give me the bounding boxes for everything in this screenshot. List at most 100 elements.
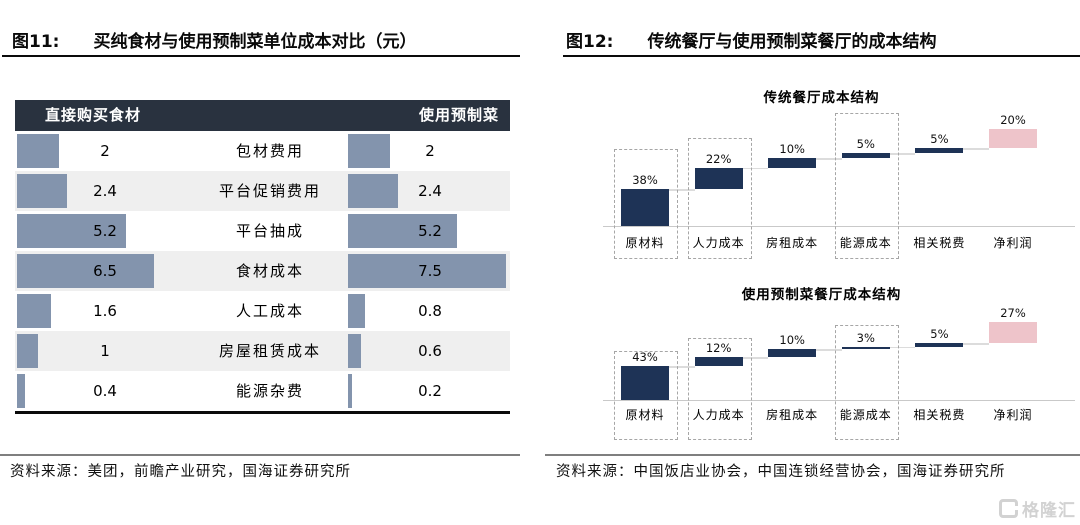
axis-category-label: 能源成本 <box>839 408 892 422</box>
value-direct-purchase: 6.5 <box>93 262 117 280</box>
bar-value-label: 22% <box>705 151 732 166</box>
bar-value-label: 5% <box>930 327 949 342</box>
waterfall-bar-cost <box>694 357 743 367</box>
bar-premade-dishes <box>348 294 365 328</box>
value-premade-dishes: 5.2 <box>418 222 442 240</box>
dashed-highlight-box <box>834 325 899 440</box>
waterfall-bar-cost <box>768 349 817 358</box>
waterfall-traditional-restaurant: 传统餐厅成本结构 38% 原材料 22% 人力成本 10% 房租成本 5% 能源成本 5% 相关税… <box>563 84 1080 264</box>
bar-value-label: 10% <box>779 142 805 157</box>
value-direct-purchase: 5.2 <box>93 222 117 240</box>
gelonghui-logo-text: 格隆汇 <box>1022 501 1076 521</box>
category-label: 房屋租赁成本 <box>218 342 321 360</box>
dashed-highlight-box <box>614 149 678 259</box>
bar-premade-dishes <box>348 214 458 248</box>
table-row: 0.4 能源杂费 0.2 <box>15 371 510 411</box>
bar-value-label: 27% <box>1000 306 1026 320</box>
value-premade-dishes: 0.8 <box>418 302 442 320</box>
category-label: 人工成本 <box>235 302 304 320</box>
bar-premade-dishes <box>348 174 399 208</box>
figure-11-title-underline <box>2 55 520 57</box>
waterfall-bar-cost <box>621 366 669 400</box>
bar-direct-purchase <box>17 214 127 248</box>
figure-12-label: 图12: <box>566 32 614 52</box>
source-note-right: 资料来源：中国饭店业协会，中国连锁经营协会，国海证券研究所 <box>556 464 1006 480</box>
bar-premade-dishes <box>348 334 361 368</box>
value-direct-purchase: 2 <box>100 142 110 160</box>
waterfall-bar-cost <box>841 153 890 159</box>
x-axis-line <box>603 226 1075 227</box>
gelonghui-watermark: 格隆汇 <box>999 496 1076 521</box>
table-row: 2 包材费用 2 <box>15 131 510 171</box>
waterfall-bar-cost <box>621 189 669 226</box>
bar-value-label: 43% <box>632 350 658 365</box>
header-premade-dishes: 使用预制菜 <box>419 106 500 124</box>
bar-value-label: 3% <box>856 330 875 345</box>
axis-category-label: 能源成本 <box>839 236 892 250</box>
x-axis-line <box>603 400 1075 401</box>
value-premade-dishes: 0.2 <box>418 382 442 400</box>
bar-direct-purchase <box>17 374 26 408</box>
waterfall-1-subtitle: 传统餐厅成本结构 <box>763 90 880 106</box>
connector-line <box>816 349 842 351</box>
source-divider-left <box>0 454 520 456</box>
bar-direct-purchase <box>17 174 68 208</box>
axis-category-label: 房租成本 <box>766 408 819 422</box>
axis-category-label: 净利润 <box>993 236 1033 250</box>
bar-value-label: 5% <box>856 137 875 152</box>
gelonghui-logo-icon <box>999 499 1019 518</box>
connector-line <box>742 167 769 170</box>
category-label: 包材费用 <box>235 142 304 160</box>
cost-comparison-table: 直接购买食材 使用预制菜 2 包材费用 2 2.4 平台促销费用 2.4 5.2 平台抽成 5.… <box>15 100 510 414</box>
waterfall-bar-cost <box>768 158 817 168</box>
waterfall-premade-restaurant: 使用预制菜餐厅成本结构 43% 原材料 12% 人力成本 10% 房租成本 3% 能源成本 5%… <box>563 276 1080 456</box>
connector-line <box>669 366 695 368</box>
waterfall-bar-profit <box>989 129 1037 149</box>
connector-line <box>742 357 769 359</box>
dashed-highlight-box <box>687 138 752 259</box>
connector-line <box>889 346 916 349</box>
axis-category-label: 人力成本 <box>692 408 745 422</box>
bar-direct-purchase <box>17 294 51 328</box>
axis-category-label: 原材料 <box>625 236 665 250</box>
dashed-highlight-box <box>614 351 678 440</box>
category-label: 平台促销费用 <box>218 182 321 200</box>
waterfall-bar-profit <box>989 322 1037 344</box>
axis-category-label: 相关税费 <box>913 236 966 250</box>
waterfall-bar-cost <box>841 346 890 350</box>
axis-category-label: 房租成本 <box>766 236 819 250</box>
value-direct-purchase: 1.6 <box>93 302 117 320</box>
table-row: 5.2 平台抽成 5.2 <box>15 211 510 251</box>
table-row: 2.4 平台促销费用 2.4 <box>15 171 510 211</box>
waterfall-2-subtitle: 使用预制菜餐厅成本结构 <box>741 287 902 303</box>
value-direct-purchase: 0.4 <box>93 382 117 400</box>
value-premade-dishes: 0.6 <box>418 342 442 360</box>
waterfall-bar-cost <box>915 148 964 154</box>
connector-line <box>669 189 695 191</box>
cost-table-header: 直接购买食材 使用预制菜 <box>15 100 510 131</box>
connector-line <box>963 148 989 150</box>
figure-12-title-text: 传统餐厅与使用预制菜餐厅的成本结构 <box>647 32 937 52</box>
figure-12-title-underline <box>563 55 1080 57</box>
value-direct-purchase: 2.4 <box>93 182 117 200</box>
connector-line <box>963 343 989 345</box>
figure-11-label: 图11: <box>12 32 60 52</box>
axis-category-label: 人力成本 <box>692 236 745 250</box>
bar-direct-purchase <box>17 134 59 168</box>
source-note-left: 资料来源：美团，前瞻产业研究，国海证券研究所 <box>10 464 351 480</box>
value-premade-dishes: 7.5 <box>418 262 442 280</box>
bar-premade-dishes <box>348 254 506 288</box>
bar-direct-purchase <box>17 254 154 288</box>
connector-line <box>816 158 842 160</box>
category-label: 能源杂费 <box>235 382 304 400</box>
figure-11-title: 图11: 买纯食材与使用预制菜单位成本对比（元） <box>12 27 416 52</box>
bar-direct-purchase <box>17 334 38 368</box>
waterfall-bar-cost <box>915 343 964 347</box>
dashed-highlight-box <box>687 338 752 440</box>
connector-line <box>889 153 916 155</box>
table-row: 1 房屋租赁成本 0.6 <box>15 331 510 371</box>
dashed-highlight-box <box>834 113 899 259</box>
figure-11-title-text: 买纯食材与使用预制菜单位成本对比（元） <box>93 32 417 52</box>
axis-category-label: 净利润 <box>993 408 1033 422</box>
